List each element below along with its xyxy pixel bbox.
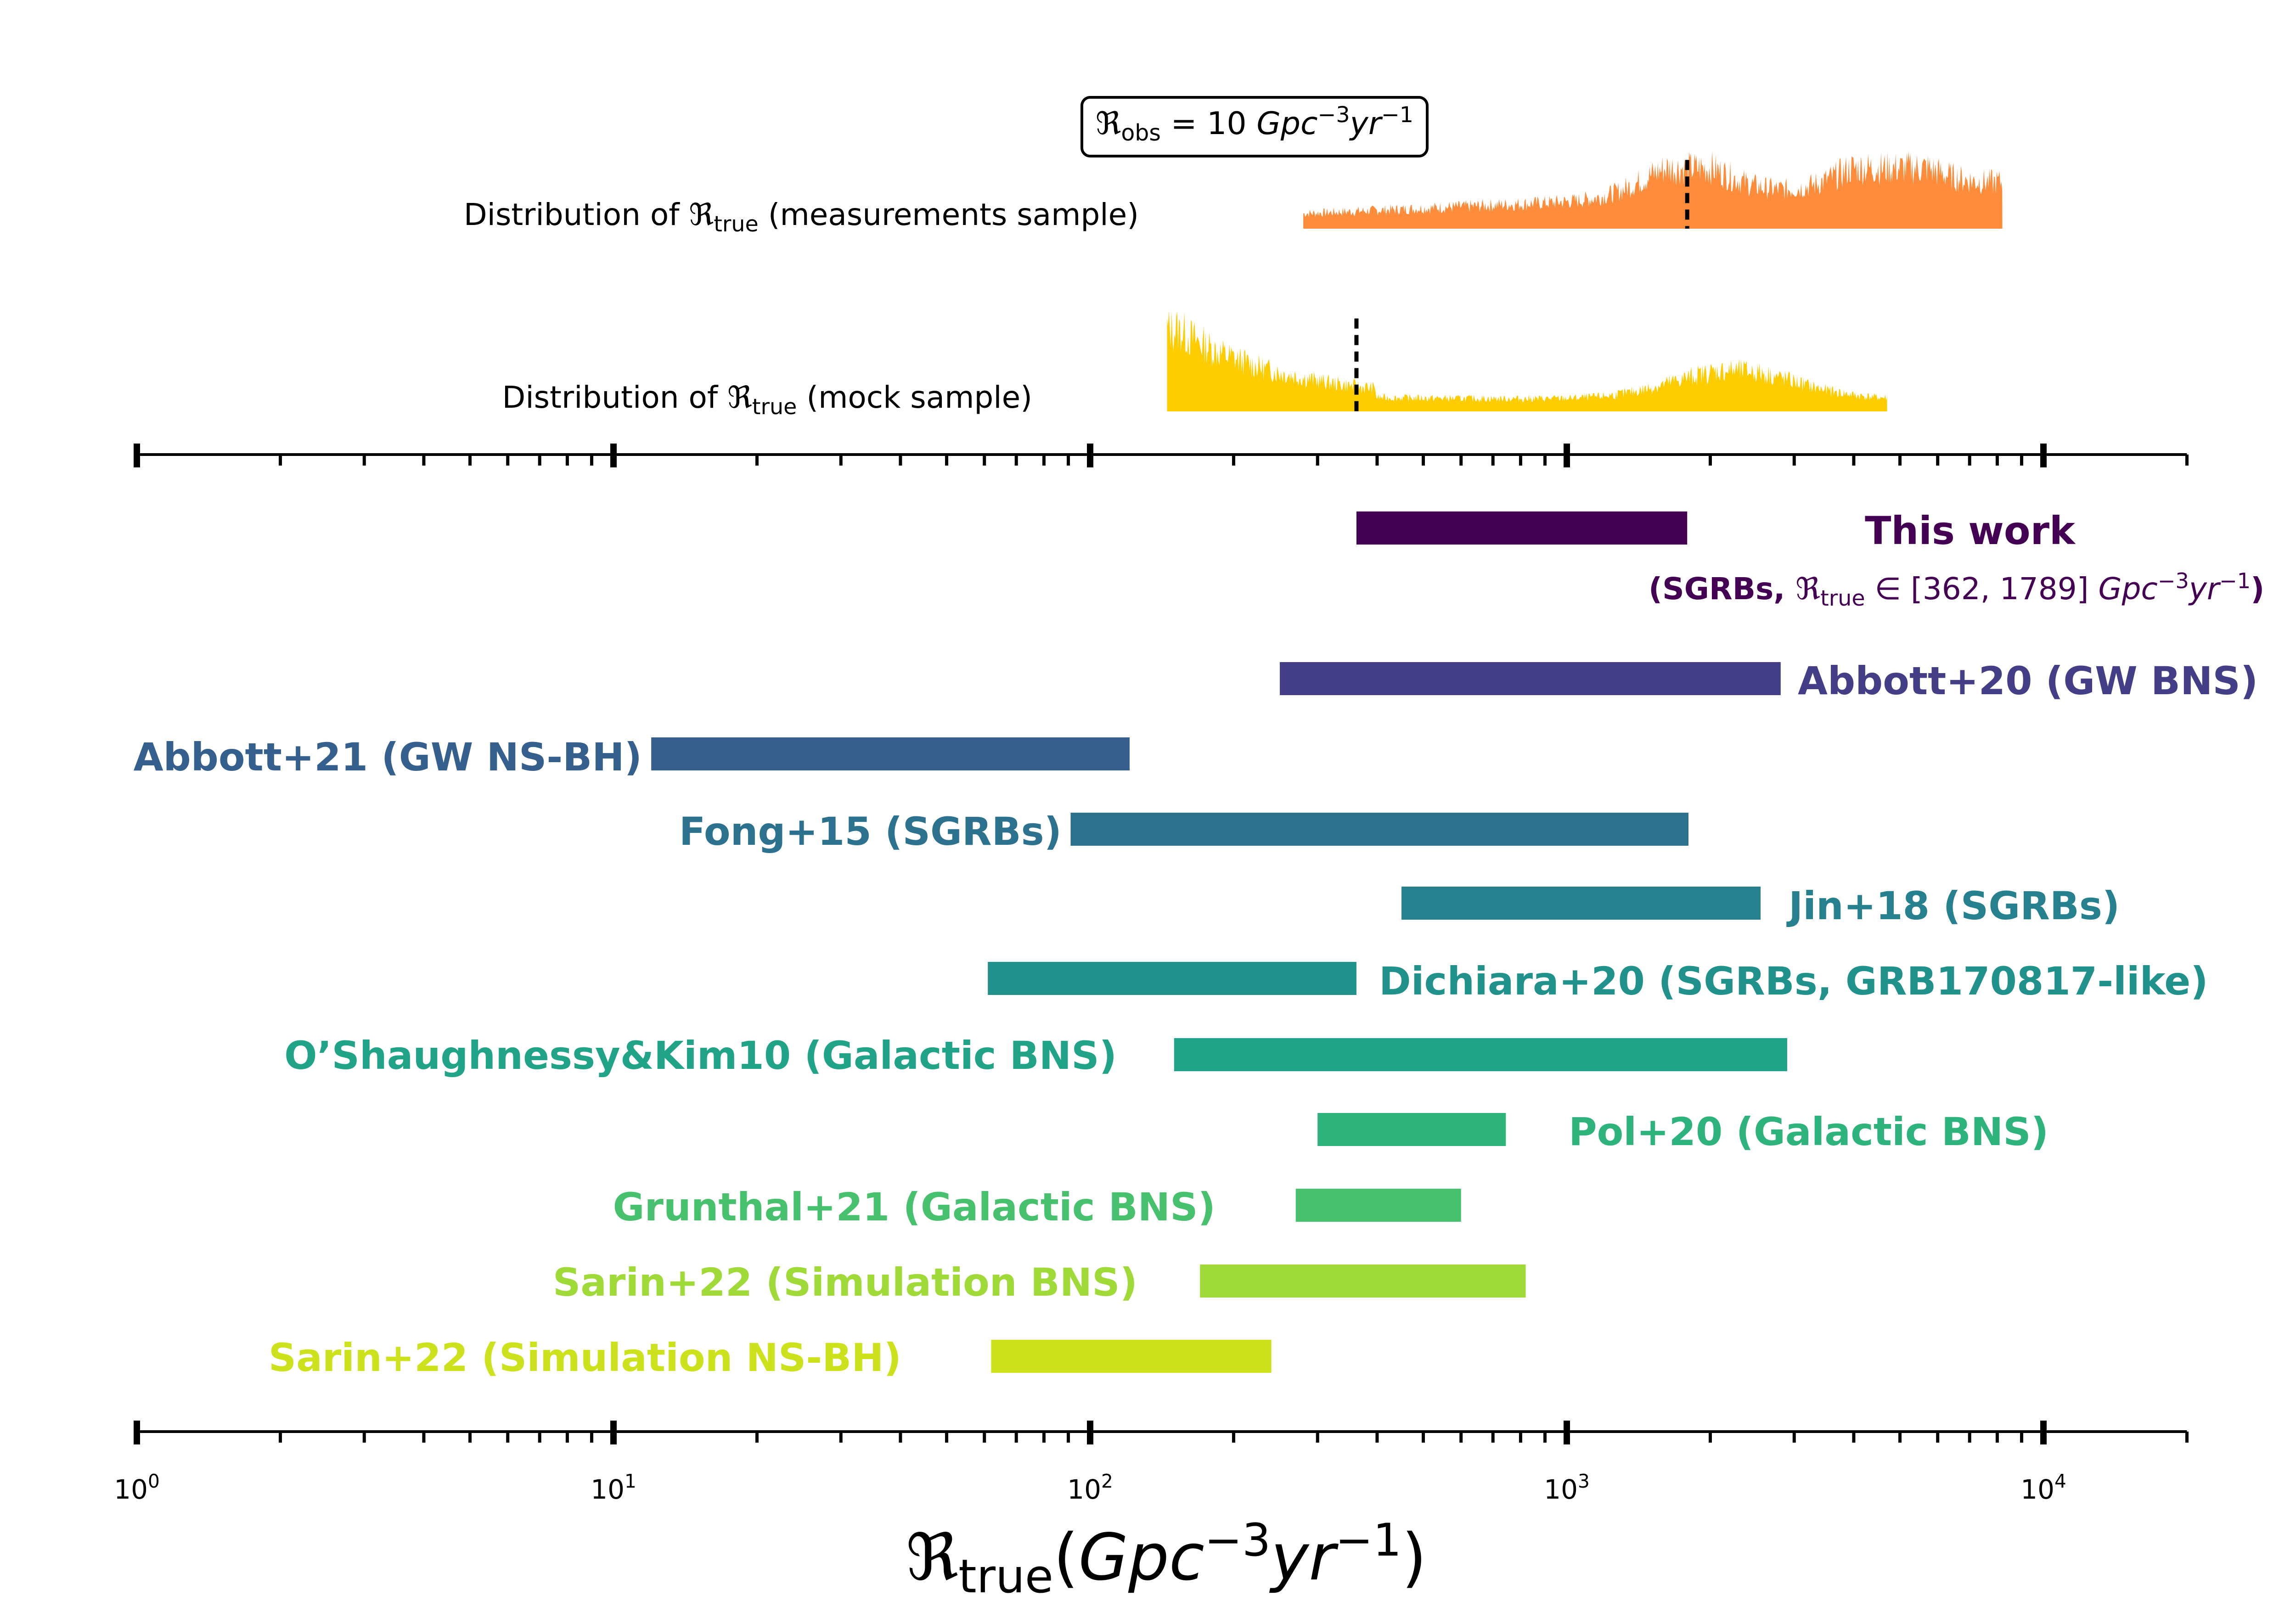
distribution-label: Distribution of ℜtrue (measurements samp… — [464, 197, 1139, 237]
annotation-box: ℜobs = 10 Gpc−3yr−1 — [1080, 96, 1429, 157]
tick-label: 103 — [1544, 1470, 1590, 1505]
range-bar — [1401, 887, 1761, 920]
bar-label: Grunthal+21 (Galactic BNS) — [613, 1185, 1216, 1230]
bar-label: Sarin+22 (Simulation NS-BH) — [269, 1335, 901, 1380]
range-bar — [651, 737, 1130, 770]
range-bar — [1356, 511, 1688, 545]
tick-label: 102 — [1067, 1470, 1113, 1505]
distribution-area — [1167, 311, 1887, 411]
range-bar — [1070, 813, 1688, 846]
bar-label: Sarin+22 (Simulation BNS) — [553, 1260, 1137, 1305]
axis-layer: 100 101 102 103 104 — [114, 444, 2189, 1505]
bar-layer — [651, 511, 1787, 1373]
bar-label: This work — [1865, 508, 2076, 553]
distribution-layer — [1167, 152, 2003, 411]
range-bar — [1295, 1189, 1461, 1222]
bar-label: Abbott+20 (GW BNS) — [1798, 658, 2258, 703]
bar-label: Fong+15 (SGRBs) — [679, 809, 1062, 854]
tick-label: 104 — [2020, 1470, 2066, 1505]
top-axis — [134, 444, 2189, 467]
range-bar — [988, 962, 1356, 995]
range-bar — [1200, 1264, 1526, 1298]
bottom-axis: 100 101 102 103 104 — [114, 1421, 2189, 1505]
bar-label: Abbott+21 (GW NS-BH) — [134, 735, 642, 780]
x-axis-label: ℜtrue(Gpc−3yr−1) — [906, 1514, 1427, 1603]
distribution-area — [1303, 152, 2003, 229]
bar-label: Jin+18 (SGRBs) — [1786, 883, 2120, 928]
bar-label: Pol+20 (Galactic BNS) — [1569, 1109, 2048, 1154]
annotation-text: ℜobs = 10 Gpc−3yr−1 — [1096, 102, 1413, 146]
tick-label: 101 — [591, 1470, 636, 1505]
tick-label: 100 — [114, 1470, 160, 1505]
bar-label: O’Shaughnessy&Kim10 (Galactic BNS) — [284, 1033, 1117, 1078]
range-bar — [991, 1340, 1272, 1373]
text-layer: ℜtrue(Gpc−3yr−1) This work Abbott+20 (GW B… — [134, 96, 2264, 1603]
range-bar — [1174, 1038, 1787, 1071]
bar-label: Dichiara+20 (SGRBs, GRB170817-like) — [1379, 959, 2208, 1004]
range-bar — [1317, 1113, 1506, 1146]
range-bar — [1280, 662, 1781, 695]
distribution-label: Distribution of ℜtrue (mock sample) — [502, 380, 1032, 420]
this-work-note: (SGRBs, ℜtrue ∈ [362, 1789] Gpc−3yr−1) — [1649, 568, 2264, 611]
